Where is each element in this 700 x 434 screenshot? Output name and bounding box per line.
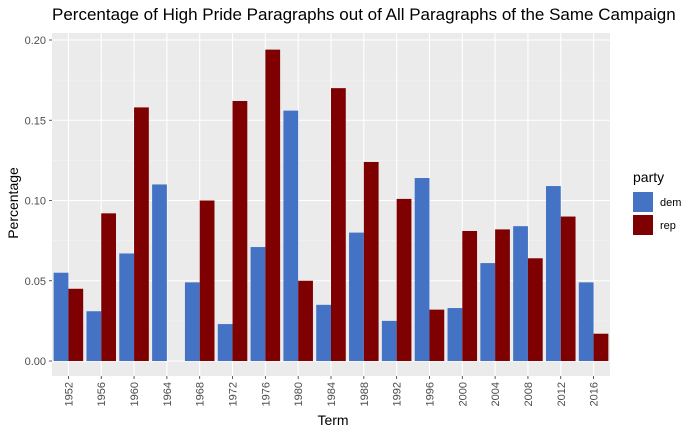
bar-dem-1996 (414, 178, 430, 361)
x-axis-title: Term (317, 412, 348, 428)
y-tick-label: 0.20 (25, 35, 46, 47)
x-tick-label: 2004 (490, 382, 502, 406)
bar-rep-2016 (593, 333, 609, 361)
bar-rep-1996 (429, 309, 445, 361)
bar-rep-2012 (560, 216, 576, 361)
bar-rep-2000 (462, 230, 478, 361)
y-tick-label: 0.15 (25, 115, 46, 127)
bar-rep-1976 (265, 49, 281, 361)
bar-dem-1960 (119, 253, 135, 361)
x-tick-label: 2016 (589, 382, 601, 406)
bar-rep-1992 (396, 198, 412, 361)
bar-dem-2016 (578, 282, 594, 361)
bar-rep-1952 (68, 288, 84, 361)
x-tick-label: 1972 (228, 382, 240, 406)
bar-dem-1968 (184, 282, 200, 361)
x-tick-label: 1988 (359, 382, 371, 406)
y-axis: 0.00 0.05 0.10 0.15 0.20 (25, 35, 52, 368)
y-axis-title: Percentage (5, 167, 21, 239)
x-tick-label: 1976 (260, 382, 272, 406)
x-tick-label: 1952 (63, 382, 75, 406)
bar-rep-1968 (199, 200, 215, 361)
bar-dem-1964 (152, 184, 167, 361)
bar-dem-2004 (480, 263, 496, 361)
x-tick-label: 1964 (162, 382, 174, 406)
y-tick-label: 0.00 (25, 356, 46, 368)
x-tick-label: 2000 (457, 382, 469, 406)
bar-dem-1980 (283, 110, 299, 362)
chart-title: Percentage of High Pride Paragraphs out … (52, 5, 676, 24)
x-tick-label: 1992 (392, 382, 404, 406)
legend-label-rep: rep (660, 220, 676, 232)
legend: party dem rep (633, 169, 681, 235)
bar-rep-1980 (298, 280, 313, 361)
x-tick-label: 1984 (326, 382, 338, 406)
x-tick-label: 1956 (96, 382, 108, 406)
bar-dem-1956 (86, 311, 102, 361)
bar-rep-1984 (331, 88, 346, 362)
x-tick-label: 2008 (523, 382, 535, 406)
x-tick-label: 1996 (424, 382, 436, 406)
legend-key-rep (633, 215, 653, 235)
legend-title: party (633, 169, 664, 185)
legend-label-dem: dem (660, 197, 681, 209)
bar-dem-1988 (349, 232, 364, 361)
bar-dem-1952 (53, 272, 69, 361)
bar-dem-1984 (316, 304, 331, 361)
x-tick-label: 1968 (195, 382, 207, 406)
bar-dem-1972 (217, 324, 233, 361)
bars (53, 49, 609, 362)
bar-dem-2008 (513, 226, 528, 361)
bar-dem-2000 (447, 308, 463, 361)
bar-rep-2004 (495, 229, 510, 361)
y-tick-label: 0.10 (25, 196, 46, 208)
bar-rep-1972 (232, 100, 248, 362)
bar-rep-2008 (527, 258, 543, 361)
legend-key-dem (633, 192, 653, 212)
x-tick-label: 1960 (129, 382, 141, 406)
x-axis: 1952 1956 1960 1964 1968 1972 1976 1980 1984 1988… (63, 376, 601, 406)
bar-dem-1976 (250, 247, 266, 361)
bar-rep-1960 (134, 107, 149, 361)
x-tick-label: 1980 (293, 382, 305, 406)
bar-rep-1988 (363, 161, 379, 361)
bar-dem-1992 (381, 320, 397, 361)
y-tick-label: 0.05 (25, 276, 46, 288)
x-tick-label: 2012 (556, 382, 568, 406)
bar-dem-2012 (545, 186, 561, 361)
bar-rep-1956 (101, 213, 117, 361)
